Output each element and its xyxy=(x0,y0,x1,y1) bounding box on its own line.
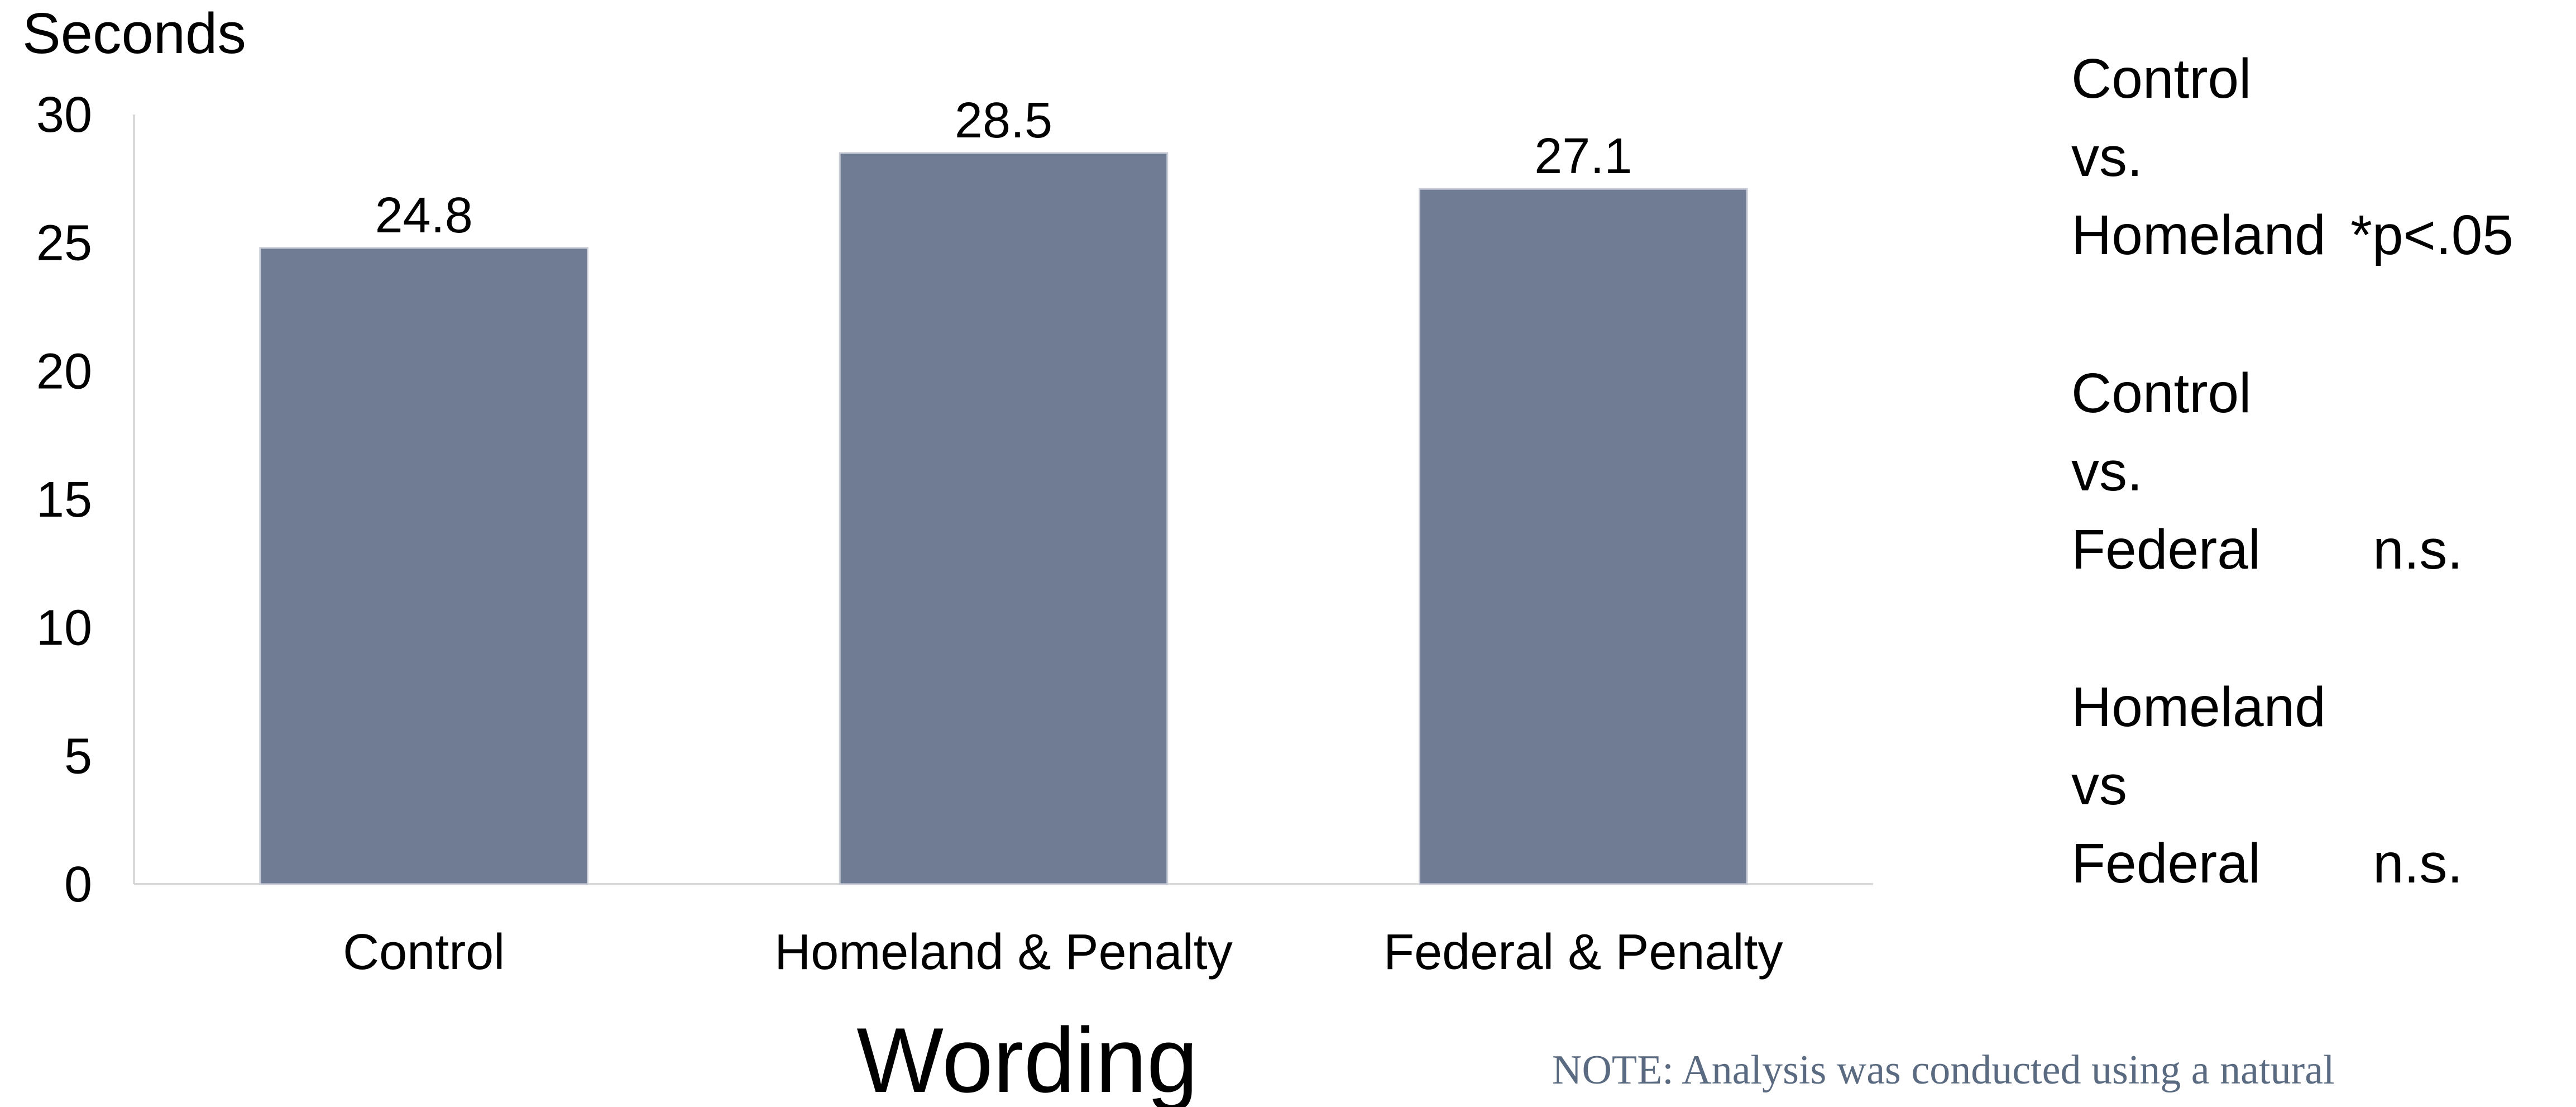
y-tick-label: 5 xyxy=(64,728,92,784)
bar xyxy=(1419,188,1748,885)
comparison-3-line3: Federal xyxy=(2071,832,2261,895)
category-labels: Control Homeland & Penalty Federal & Penal… xyxy=(343,924,1783,980)
y-tick-label: 25 xyxy=(36,216,92,271)
x-axis-title: Wording xyxy=(856,1009,1198,1107)
comparison-1-line3: Homeland xyxy=(2071,204,2326,266)
y-axis-ticks: 0 5 10 15 20 25 30 xyxy=(36,87,92,913)
bars xyxy=(259,152,1748,885)
data-labels: 24.8 28.5 27.1 xyxy=(375,93,1632,244)
category-label: Federal & Penalty xyxy=(1383,924,1783,980)
comparison-2-line3: Federal xyxy=(2071,518,2261,581)
comparison-3-line1: Homeland xyxy=(2071,676,2326,738)
y-tick-label: 30 xyxy=(36,87,92,143)
comparison-1-line2: vs. xyxy=(2071,126,2143,188)
bar xyxy=(259,247,588,885)
y-tick-label: 20 xyxy=(36,343,92,399)
data-label: 27.1 xyxy=(1534,128,1632,184)
comparison-2-line2: vs. xyxy=(2071,440,2143,503)
category-label: Control xyxy=(343,924,505,980)
analysis-note: NOTE: Analysis was conducted using a nat… xyxy=(1552,1047,2335,1093)
significance-comparisons: Control vs. Homeland *p<.05 Control vs. … xyxy=(2071,47,2513,895)
data-label: 28.5 xyxy=(955,93,1052,149)
y-axis-title: Seconds xyxy=(22,1,246,65)
comparison-1-result: *p<.05 xyxy=(2350,204,2513,266)
comparison-2-line1: Control xyxy=(2071,362,2251,424)
data-label: 24.8 xyxy=(375,188,473,244)
y-tick-label: 15 xyxy=(36,472,92,528)
comparison-3-line2: vs xyxy=(2071,754,2127,817)
y-tick-label: 0 xyxy=(64,857,92,913)
category-label: Homeland & Penalty xyxy=(774,924,1232,980)
comparison-1-line1: Control xyxy=(2071,47,2251,110)
bar xyxy=(839,152,1169,885)
y-tick-label: 10 xyxy=(36,600,92,656)
comparison-2-result: n.s. xyxy=(2373,518,2463,581)
comparison-3-result: n.s. xyxy=(2373,832,2463,895)
